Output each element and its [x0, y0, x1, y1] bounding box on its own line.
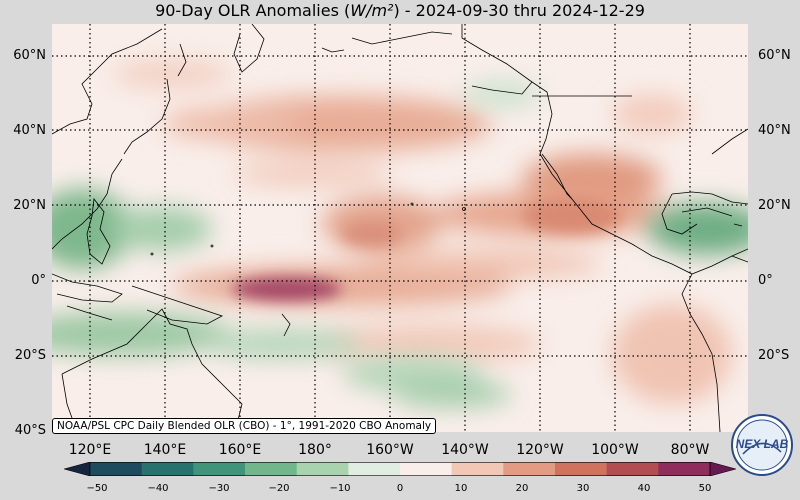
olr-anomaly-map: [52, 24, 748, 432]
colorbar: [64, 462, 736, 476]
lat-label-left: 60°N: [13, 48, 46, 63]
lat-label-right: 20°S: [758, 348, 790, 363]
colorbar-segment: [503, 462, 556, 476]
nexlab-logo: NEX LAB: [731, 414, 793, 476]
lon-label: 140°W: [441, 442, 489, 458]
svg-text:NEX LAB: NEX LAB: [736, 437, 789, 451]
negative-anomaly-field: [52, 80, 748, 408]
lat-label-right: 60°N: [758, 48, 791, 63]
lat-label-right: 0°: [758, 273, 773, 288]
colorbar-tick: 10: [454, 483, 468, 494]
colorbar-tick: −30: [208, 483, 230, 494]
colorbar-segment: [193, 462, 246, 476]
colorbar-extend-min: [64, 462, 91, 476]
colorbar-frame: [89, 462, 711, 476]
lon-label: 160°W: [366, 442, 414, 458]
colorbar-tick: −50: [86, 483, 108, 494]
lat-label-left: 20°N: [13, 198, 46, 213]
lon-label: 140°E: [143, 442, 187, 458]
colorbar-segment: [348, 462, 401, 476]
lon-label: 120°E: [68, 442, 112, 458]
colorbar-tick: 0: [396, 483, 404, 494]
lon-label: 100°W: [591, 442, 639, 458]
colorbar-segment: [555, 462, 608, 476]
colorbar-segment: [400, 462, 453, 476]
colorbar-tick: −40: [147, 483, 169, 494]
colorbar-segment: [141, 462, 194, 476]
lat-label-left: 40°S: [14, 423, 46, 438]
colorbar-tick: 40: [637, 483, 651, 494]
map-title: 90-Day OLR Anomalies (W/m²) - 2024-09-30…: [155, 1, 645, 20]
colorbar-tick: 50: [698, 483, 712, 494]
colorbar-segment: [658, 462, 711, 476]
lon-label: 80°W: [670, 442, 710, 458]
data-source-credit: NOAA/PSL CPC Daily Blended OLR (CBO) - 1…: [52, 418, 437, 434]
colorbar-segment: [606, 462, 659, 476]
colorbar-tick: 30: [576, 483, 590, 494]
lat-label-right: 20°N: [758, 198, 791, 213]
lon-label: 120°W: [516, 442, 564, 458]
colorbar-segment: [245, 462, 298, 476]
lat-label-left: 20°S: [14, 348, 46, 363]
colorbar-tick: −20: [268, 483, 290, 494]
lon-label: 160°E: [218, 442, 262, 458]
colorbar-tick: −10: [329, 483, 351, 494]
lat-label-right: 40°N: [758, 123, 791, 138]
lat-label-left: 0°: [31, 273, 46, 288]
colorbar-tick: 20: [515, 483, 529, 494]
gridlines: [52, 24, 748, 432]
colorbar-segment: [296, 462, 349, 476]
lon-label: 180°: [298, 442, 332, 458]
colorbar-segment: [451, 462, 504, 476]
lat-label-left: 40°N: [13, 123, 46, 138]
coastlines: [52, 24, 748, 432]
colorbar-segment: [90, 462, 143, 476]
